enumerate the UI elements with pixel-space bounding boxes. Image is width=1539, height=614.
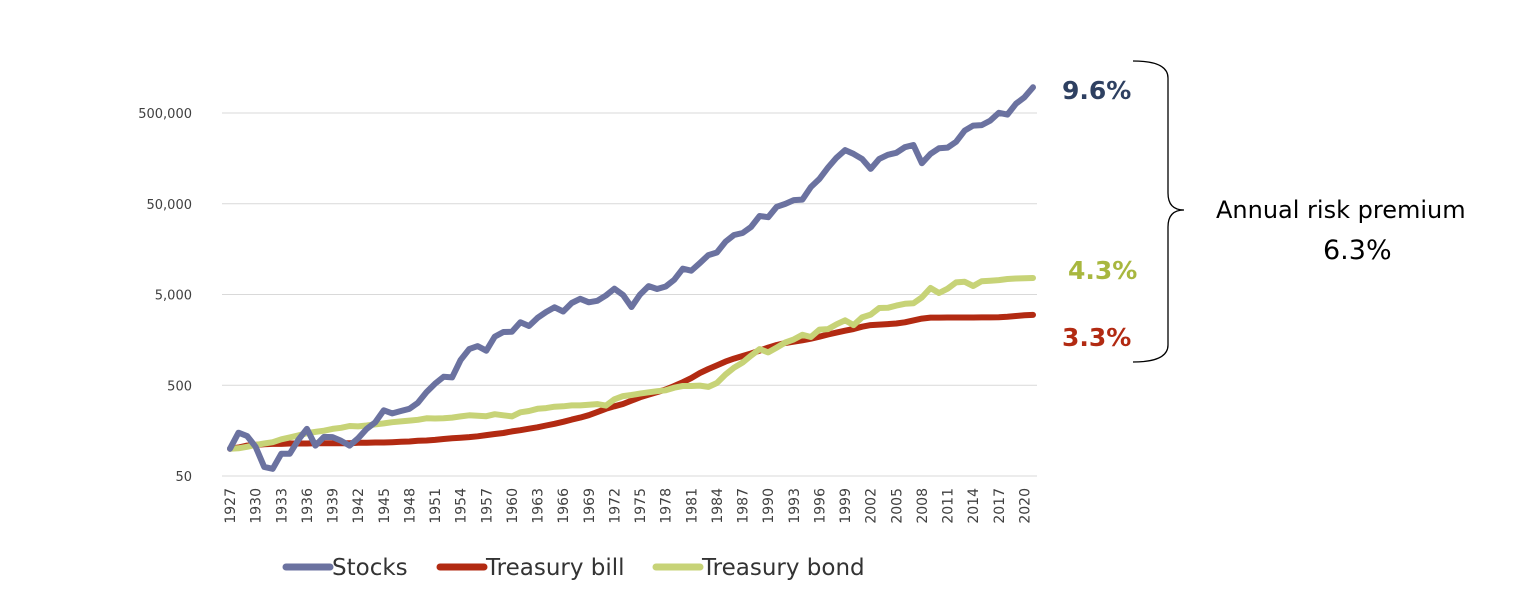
series-line-treasury-bond xyxy=(227,275,1036,452)
x-tick-label: 1933 xyxy=(274,488,290,524)
annotation-label: Annual risk premium xyxy=(1216,196,1466,224)
x-tick-label: 1960 xyxy=(505,488,521,524)
legend-label: Treasury bond xyxy=(701,555,865,581)
x-tick-label: 1981 xyxy=(684,488,700,524)
series-lines xyxy=(227,84,1036,472)
x-tick-label: 1951 xyxy=(428,488,444,524)
x-tick-label: 1942 xyxy=(351,488,367,524)
x-tick-label: 1975 xyxy=(633,488,649,524)
x-tick-label: 1996 xyxy=(812,488,828,524)
x-tick-label: 1978 xyxy=(659,488,675,524)
x-tick-label: 2002 xyxy=(864,488,880,524)
y-tick-label: 5,000 xyxy=(155,289,192,304)
x-tick-label: 1939 xyxy=(326,488,342,524)
x-tick-label: 2014 xyxy=(966,488,982,524)
x-axis-tick-labels: 1927 1930 1933 1936 1939 1942 1945 1948 1951 1954… xyxy=(223,488,1033,524)
y-axis-tick-labels: 50 500 5,000 50,000 500,000 xyxy=(138,107,192,485)
x-tick-label: 1957 xyxy=(479,488,495,524)
y-tick-label: 500,000 xyxy=(138,107,192,122)
x-tick-label: 2011 xyxy=(941,488,957,524)
x-tick-label: 1987 xyxy=(736,488,752,524)
x-tick-label: 1969 xyxy=(582,488,598,524)
x-tick-label: 1927 xyxy=(223,488,239,524)
x-tick-label: 1990 xyxy=(761,488,777,524)
y-tick-label: 500 xyxy=(167,379,192,394)
x-tick-label: 1972 xyxy=(607,488,623,524)
risk-premium-brace xyxy=(1132,60,1185,363)
series-end-labels: 9.6% 3.3% 4.3% xyxy=(1062,76,1137,352)
x-tick-label: 1936 xyxy=(300,488,316,524)
x-tick-label: 1999 xyxy=(838,488,854,524)
x-tick-label: 2020 xyxy=(1017,488,1033,524)
legend-label: Stocks xyxy=(332,555,408,581)
x-tick-label: 1930 xyxy=(249,488,265,524)
x-tick-label: 1984 xyxy=(710,488,726,524)
legend: Stocks Treasury bill Treasury bond xyxy=(282,555,865,581)
gridlines xyxy=(222,112,1037,386)
end-label-treasury-bill: 3.3% xyxy=(1062,323,1131,352)
brace-icon xyxy=(1132,60,1185,363)
x-tick-label: 1945 xyxy=(377,488,393,524)
legend-label: Treasury bill xyxy=(485,555,625,581)
series-line-stocks xyxy=(227,84,1036,472)
series-line-treasury-bill xyxy=(227,311,1036,452)
y-tick-label: 50 xyxy=(175,470,192,485)
x-tick-label: 2005 xyxy=(889,488,905,524)
y-tick-label: 50,000 xyxy=(147,198,193,213)
end-label-stocks: 9.6% xyxy=(1062,76,1131,105)
x-tick-label: 1963 xyxy=(531,488,547,524)
x-tick-label: 1966 xyxy=(556,488,572,524)
end-label-treasury-bond: 4.3% xyxy=(1068,256,1137,285)
annotation-value: 6.3% xyxy=(1323,235,1392,266)
x-tick-label: 1948 xyxy=(402,488,418,524)
x-tick-label: 2017 xyxy=(992,488,1008,524)
x-tick-label: 2008 xyxy=(915,488,931,524)
x-tick-label: 1954 xyxy=(454,488,470,524)
x-tick-label: 1993 xyxy=(787,488,803,524)
